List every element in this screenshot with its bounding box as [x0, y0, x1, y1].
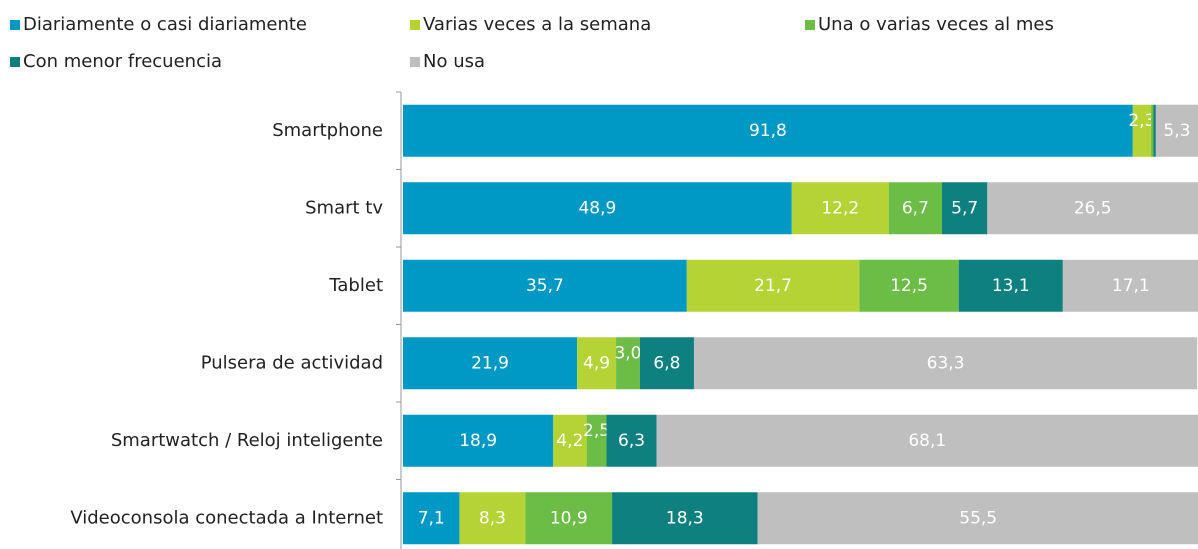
data-label: 6,8: [653, 353, 680, 373]
data-label: 12,2: [821, 198, 859, 218]
data-label: 18,3: [666, 508, 704, 528]
bar-segment: [791, 182, 889, 235]
data-label: 2,5: [583, 421, 610, 441]
y-tick-label: Pulsera de actividad: [201, 352, 383, 373]
bar-segment: [958, 259, 1063, 312]
data-label: 6,7: [902, 198, 929, 218]
legend-label: Con menor frecuencia: [23, 51, 222, 72]
bar-segment: [888, 182, 943, 235]
data-label: 2,3: [1128, 111, 1155, 131]
data-label: 8,3: [479, 508, 506, 528]
bar-segment: [1062, 259, 1198, 312]
bar-segment: [403, 337, 578, 390]
data-label: 17,1: [1112, 276, 1150, 296]
bar-segment: [403, 104, 1133, 157]
y-tick-label: Smartwatch / Reloj inteligente: [111, 430, 383, 451]
data-label: 12,5: [890, 276, 928, 296]
legend-swatch: [10, 57, 20, 67]
bar-segment: [525, 492, 613, 545]
data-label: 3,0: [614, 343, 641, 363]
data-label: 7,1: [418, 508, 445, 528]
y-tick-label: Smartphone: [272, 120, 383, 141]
legend-swatch: [410, 57, 420, 67]
legend-label: Diariamente o casi diariamente: [23, 14, 307, 35]
data-label: 4,9: [583, 353, 610, 373]
bar-segment: [586, 414, 607, 467]
bar-segment: [656, 414, 1198, 467]
bar-segment: [403, 414, 554, 467]
bar-segment: [757, 492, 1198, 545]
data-label: 18,9: [459, 431, 497, 451]
data-label: 13,1: [992, 276, 1030, 296]
data-label: 63,3: [927, 353, 965, 373]
data-label: 5,7: [951, 198, 978, 218]
y-tick-label: Smart tv: [305, 197, 383, 218]
legend-label: No usa: [423, 51, 485, 72]
bar-segment: [459, 492, 526, 545]
bar-segment: [1132, 104, 1152, 157]
bar-segment: [403, 182, 792, 235]
bar-segment: [686, 259, 860, 312]
bar-segment: [639, 337, 694, 390]
data-label: 21,7: [754, 276, 792, 296]
legend-swatch: [805, 20, 815, 30]
bar-segment: [606, 414, 657, 467]
bar-segment: [612, 492, 758, 545]
data-label: 55,5: [959, 508, 997, 528]
data-label: 68,1: [908, 431, 946, 451]
data-label: 5,3: [1163, 121, 1190, 141]
bar-segment: [616, 337, 640, 390]
bar-segment: [403, 492, 460, 545]
data-label: 6,3: [618, 431, 645, 451]
data-label: 48,9: [578, 198, 616, 218]
bar-segment: [553, 414, 587, 467]
bar-segment: [1153, 104, 1156, 157]
legend-swatch: [10, 20, 20, 30]
data-label: 35,7: [526, 276, 564, 296]
bar-segment: [1151, 104, 1154, 157]
bar-segment: [693, 337, 1198, 390]
data-label: 4,2: [556, 431, 583, 451]
bar-segment: [403, 259, 687, 312]
bar-segment: [1155, 104, 1198, 157]
data-label: 26,5: [1074, 198, 1112, 218]
y-tick-label: Tablet: [328, 275, 383, 296]
bar-segment: [942, 182, 988, 235]
legend-swatch: [410, 20, 420, 30]
bar-segment: [577, 337, 617, 390]
data-label: 91,8: [749, 121, 787, 141]
bar-segment: [859, 259, 959, 312]
legend-label: Una o varias veces al mes: [818, 14, 1054, 35]
y-tick-label: Videoconsola conectada a Internet: [70, 507, 383, 528]
data-label: 10,9: [550, 508, 588, 528]
legend-label: Varias veces a la semana: [423, 14, 651, 35]
bar-segment: [987, 182, 1198, 235]
data-label: 21,9: [471, 353, 509, 373]
